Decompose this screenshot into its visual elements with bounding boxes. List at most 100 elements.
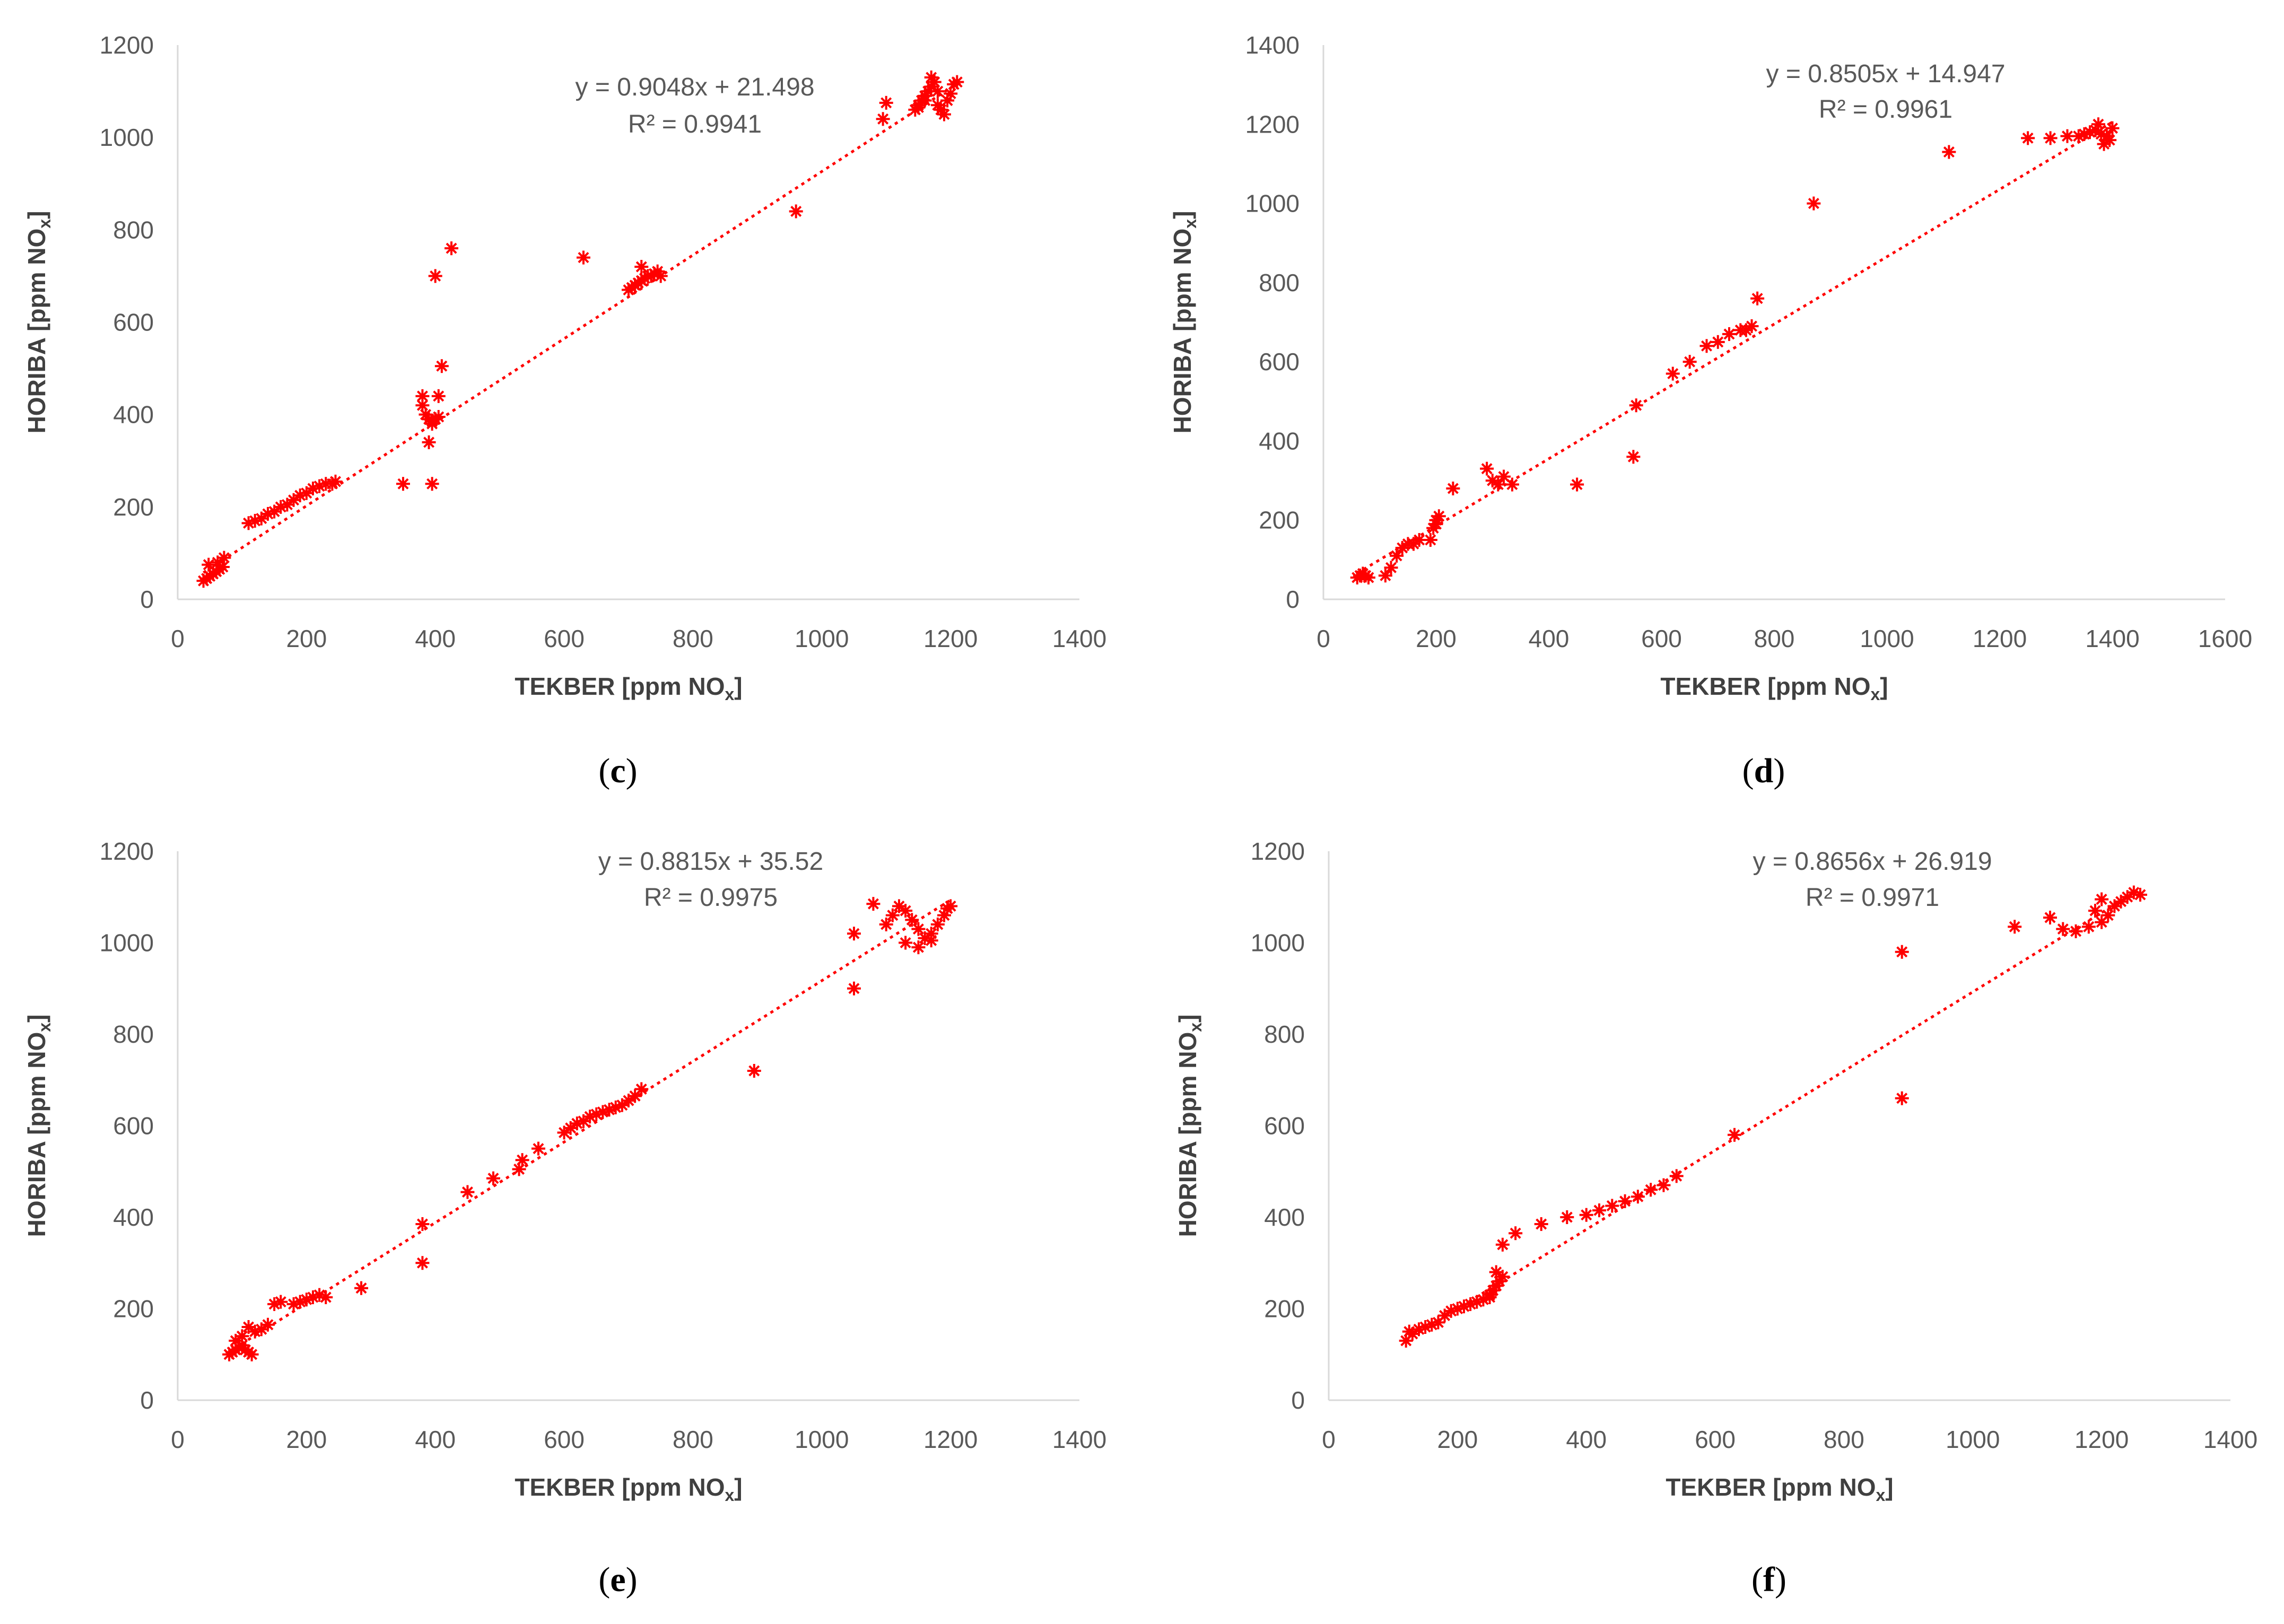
x-tick-label: 200 xyxy=(286,625,327,652)
y-tick-label: 0 xyxy=(1286,586,1300,613)
trendline xyxy=(1356,120,2113,574)
x-tick-label: 1400 xyxy=(1052,1426,1106,1453)
data-point xyxy=(2095,892,2109,906)
data-point xyxy=(1750,291,1765,305)
data-point xyxy=(1570,477,1584,492)
y-tick-label: 200 xyxy=(1259,507,1300,534)
r-squared-label: R² = 0.9971 xyxy=(1806,884,1939,912)
data-point xyxy=(1644,1183,1658,1197)
data-point xyxy=(2097,137,2111,151)
trendline-equation: y = 0.8815x + 35.52 xyxy=(598,848,823,876)
data-point xyxy=(261,1317,275,1332)
trendline-equation: y = 0.9048x + 21.498 xyxy=(575,73,814,101)
data-point xyxy=(1631,1190,1645,1204)
y-axis-label: HORIBA [ppm NOx] xyxy=(1174,1015,1205,1237)
data-point xyxy=(937,107,951,121)
data-point xyxy=(2114,894,2128,909)
data-point xyxy=(1605,1199,1619,1213)
data-point xyxy=(354,1281,369,1295)
y-tick-label: 400 xyxy=(1264,1203,1305,1231)
data-point xyxy=(531,1141,545,1156)
data-point xyxy=(1579,1208,1593,1222)
r-squared-label: R² = 0.9975 xyxy=(644,884,778,912)
data-point xyxy=(1728,1128,1741,1142)
data-point xyxy=(1618,1194,1632,1208)
data-point xyxy=(577,250,590,265)
x-tick-label: 0 xyxy=(1322,1426,1336,1453)
data-point xyxy=(2008,920,2022,934)
x-axis-label: TEKBER [ppm NOx] xyxy=(515,673,742,704)
data-point xyxy=(1431,1315,1445,1330)
data-point xyxy=(274,1295,288,1309)
panel-caption: (d) xyxy=(1742,752,1785,790)
data-point xyxy=(415,1217,430,1231)
data-point xyxy=(431,389,446,403)
x-tick-label: 0 xyxy=(171,625,185,652)
data-point xyxy=(615,1098,629,1112)
data-point xyxy=(1626,450,1641,464)
y-tick-label: 0 xyxy=(140,1386,154,1414)
data-point xyxy=(415,398,430,413)
data-point xyxy=(634,260,649,274)
data-point xyxy=(1437,1308,1452,1323)
y-tick-label: 400 xyxy=(1259,427,1300,455)
data-point xyxy=(2133,887,2147,902)
y-tick-label: 800 xyxy=(113,216,154,243)
data-point xyxy=(930,918,945,931)
data-point xyxy=(2081,920,2096,934)
x-tick-label: 800 xyxy=(673,1426,713,1453)
data-point xyxy=(460,1185,475,1199)
data-point xyxy=(2088,904,2102,918)
x-tick-label: 200 xyxy=(1437,1426,1478,1453)
data-point xyxy=(415,1256,430,1270)
data-point xyxy=(415,389,430,403)
data-point xyxy=(1666,366,1680,381)
x-tick-label: 800 xyxy=(673,625,713,652)
data-point xyxy=(1362,570,1375,584)
chart-panel-d: 0 200 400 600 800 1000 1200 1400 0 200 400 600 800 10… xyxy=(1169,31,2252,790)
data-point xyxy=(1807,196,1821,211)
data-point xyxy=(905,913,919,927)
x-tick-label: 600 xyxy=(1695,1426,1736,1453)
y-tick-label: 400 xyxy=(113,401,154,429)
x-tick-label: 1000 xyxy=(1860,625,1914,652)
x-tick-label: 400 xyxy=(415,1426,456,1453)
data-point xyxy=(319,1290,333,1304)
y-tick-label: 1400 xyxy=(1245,31,1300,59)
y-tick-label: 200 xyxy=(1264,1295,1305,1323)
y-tick-label: 600 xyxy=(113,309,154,336)
data-point xyxy=(2105,121,2120,135)
data-point xyxy=(1534,1217,1548,1231)
data-point xyxy=(1592,1203,1606,1218)
data-point xyxy=(1942,145,1956,159)
x-axis-label: TEKBER [ppm NOx] xyxy=(515,1473,742,1505)
x-tick-label: 1400 xyxy=(2085,625,2139,652)
data-point xyxy=(1480,461,1494,476)
data-point xyxy=(235,1329,249,1343)
data-point xyxy=(1683,355,1697,369)
x-tick-label: 1200 xyxy=(923,1426,978,1453)
data-point xyxy=(847,981,861,996)
y-tick-label: 400 xyxy=(113,1203,154,1231)
data-point xyxy=(911,940,926,955)
data-point xyxy=(1560,1210,1574,1224)
data-point xyxy=(1489,1265,1503,1279)
data-point xyxy=(622,1094,635,1108)
data-point xyxy=(1384,561,1398,575)
x-tick-label: 1400 xyxy=(1052,625,1106,652)
data-point xyxy=(2060,129,2074,143)
data-point xyxy=(444,241,459,256)
data-point xyxy=(1722,327,1736,341)
data-point xyxy=(422,435,436,449)
data-point xyxy=(747,1064,761,1078)
data-point xyxy=(245,1347,259,1361)
y-axis-label: HORIBA [ppm NOx] xyxy=(1169,211,1200,434)
data-point xyxy=(950,75,964,89)
y-tick-label: 800 xyxy=(1259,269,1300,296)
data-point xyxy=(634,1082,649,1096)
x-tick-label: 800 xyxy=(1754,625,1795,652)
data-point xyxy=(2021,131,2035,145)
data-point xyxy=(1699,339,1714,353)
data-point xyxy=(1378,569,1392,583)
data-point xyxy=(1711,335,1725,349)
